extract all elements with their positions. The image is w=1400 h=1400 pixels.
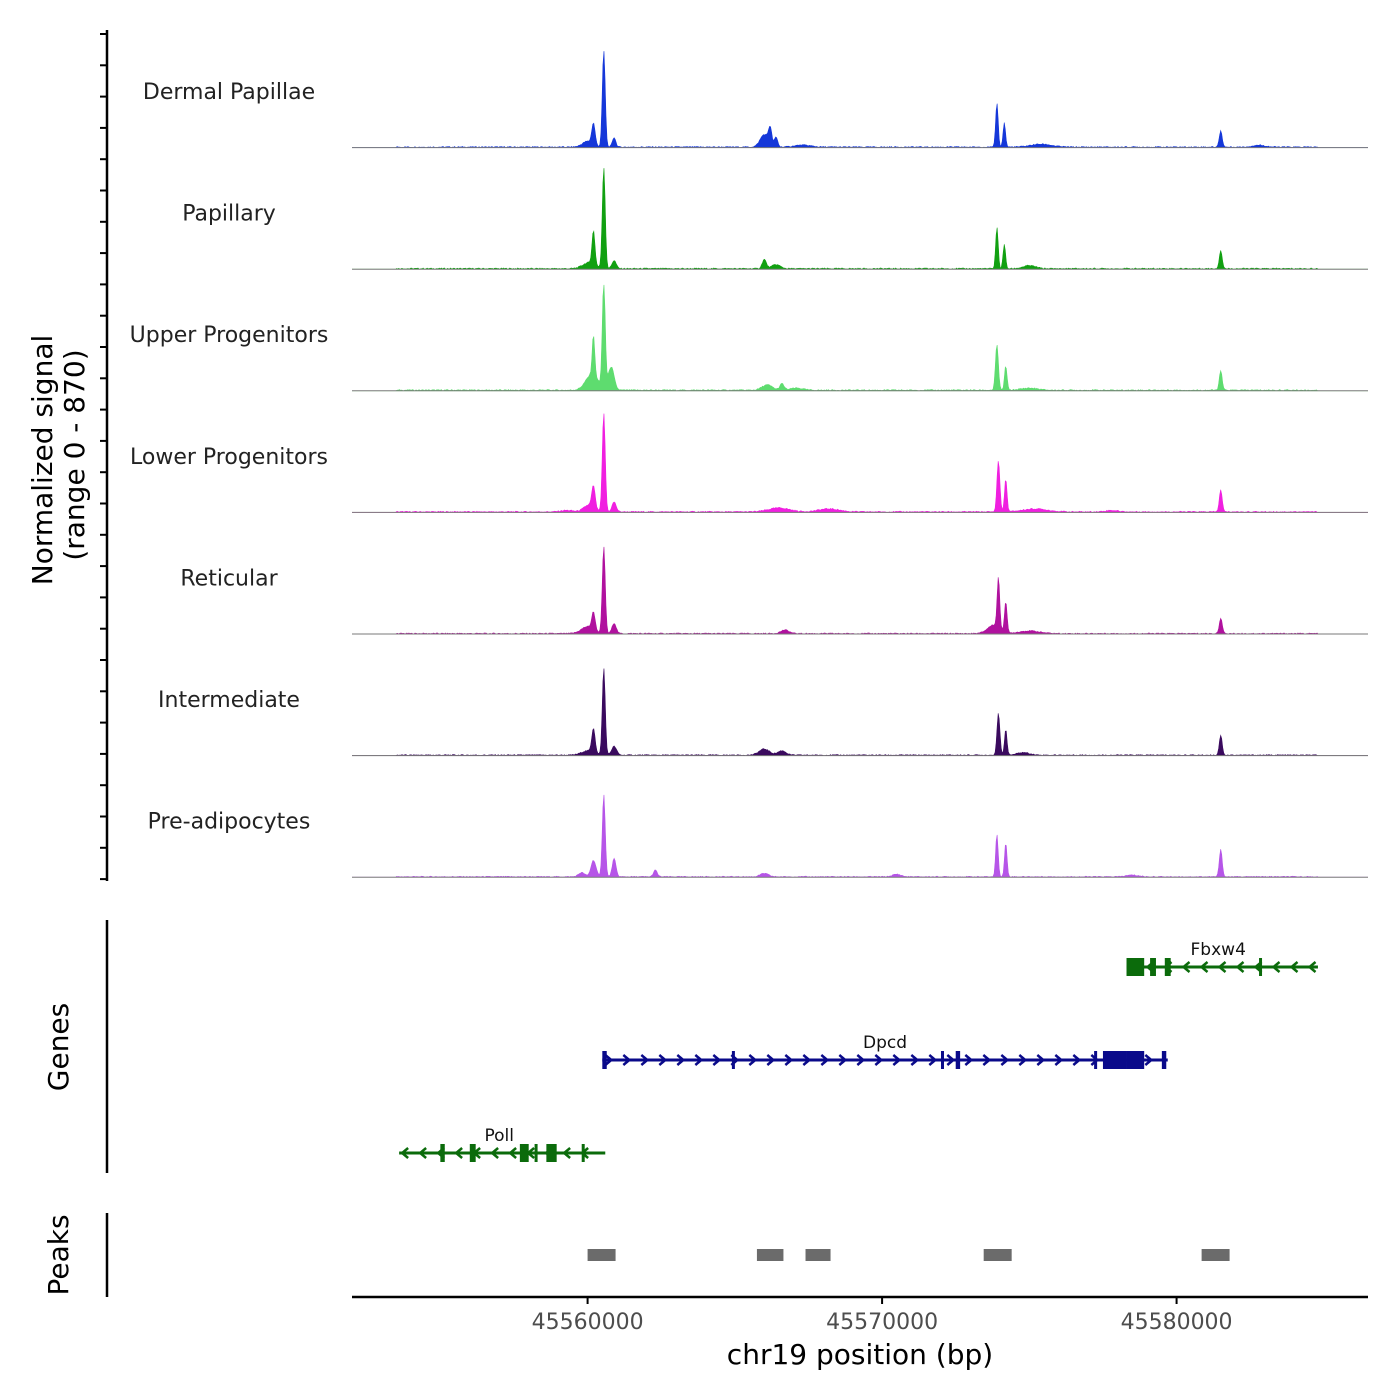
peak-region xyxy=(587,1249,616,1261)
strand-arrow xyxy=(1181,961,1191,973)
strand-arrow xyxy=(856,1054,866,1066)
strand-arrow xyxy=(640,1054,650,1066)
strand-arrow xyxy=(946,1054,956,1066)
gene-exon xyxy=(534,1144,538,1162)
strand-arrow xyxy=(964,1054,974,1066)
strand-arrow xyxy=(928,1054,938,1066)
gene-exon xyxy=(602,1051,607,1069)
gene-label: Poll xyxy=(484,1126,514,1146)
strand-arrow xyxy=(400,1147,409,1159)
strand-arrow xyxy=(766,1054,776,1066)
strand-arrow xyxy=(658,1054,668,1066)
strand-arrow xyxy=(1235,961,1245,973)
strand-arrow xyxy=(1199,961,1209,973)
x-tick-label: 45580000 xyxy=(1121,1310,1233,1335)
strand-arrow xyxy=(892,1054,902,1066)
gene-exon xyxy=(469,1144,476,1162)
strand-arrow xyxy=(1307,961,1317,973)
gene-exon xyxy=(940,1051,944,1069)
track-label: Lower Progenitors xyxy=(130,445,328,470)
strand-arrow xyxy=(622,1054,632,1066)
strand-arrow xyxy=(490,1147,499,1159)
peak-region xyxy=(983,1249,1012,1261)
peak-region xyxy=(1201,1249,1230,1261)
coverage-area xyxy=(352,668,1368,756)
coverage-area xyxy=(352,168,1368,270)
strand-arrow xyxy=(874,1054,884,1066)
genes-panel: Fbxw4 Dpcd Poll xyxy=(105,920,1318,1173)
peaks-y-label: Peaks xyxy=(42,1214,75,1295)
coverage-y-label-line1: Normalized signal xyxy=(26,335,59,586)
strand-arrow xyxy=(1000,1054,1010,1066)
strand-arrow xyxy=(910,1054,920,1066)
track-label: Intermediate xyxy=(158,688,300,713)
gene-exon xyxy=(731,1051,735,1069)
strand-arrow xyxy=(820,1054,830,1066)
genes-y-label: Genes xyxy=(42,1003,75,1091)
coverage-panel: Dermal Papillae Papillary Upper Progenitor… xyxy=(100,30,1368,881)
strand-arrow xyxy=(418,1147,427,1159)
track-label: Pre-adipocytes xyxy=(148,810,311,835)
coverage-y-label-line2: (range 0 - 870) xyxy=(58,349,91,560)
gene-label: Dpcd xyxy=(863,1033,907,1053)
peak-region xyxy=(756,1249,784,1261)
strand-arrow xyxy=(712,1054,722,1066)
strand-arrow xyxy=(982,1054,992,1066)
gene-exon xyxy=(955,1051,961,1069)
coverage-area xyxy=(352,546,1368,635)
strand-arrow xyxy=(1090,1054,1100,1066)
x-axis-label: chr19 position (bp) xyxy=(727,1338,993,1371)
strand-arrow xyxy=(748,1054,758,1066)
strand-arrow xyxy=(838,1054,848,1066)
strand-arrow xyxy=(508,1147,517,1159)
track-label: Papillary xyxy=(182,202,276,227)
peak-region xyxy=(805,1249,831,1261)
x-tick-label: 45560000 xyxy=(532,1310,644,1335)
strand-arrow xyxy=(1271,961,1281,973)
x-tick-label: 45570000 xyxy=(826,1310,938,1335)
strand-arrow xyxy=(1036,1054,1046,1066)
gene-exon xyxy=(581,1144,585,1162)
x-axis: 45560000 45570000 45580000 xyxy=(352,1295,1368,1335)
strand-arrow xyxy=(784,1054,794,1066)
strand-arrow xyxy=(562,1147,571,1159)
strand-arrow xyxy=(1054,1054,1064,1066)
coverage-area xyxy=(352,51,1368,148)
gene-exon xyxy=(519,1144,529,1162)
gene-label: Fbxw4 xyxy=(1191,940,1246,960)
track-label: Dermal Papillae xyxy=(143,80,315,105)
strand-arrow xyxy=(676,1054,686,1066)
track-label: Upper Progenitors xyxy=(130,323,329,348)
gene-exon xyxy=(1094,1051,1098,1069)
strand-arrow xyxy=(1217,961,1227,973)
coverage-area xyxy=(352,413,1368,513)
gene-exon xyxy=(546,1144,557,1162)
gene-exon xyxy=(1259,958,1263,976)
strand-arrow xyxy=(1018,1054,1028,1066)
gene-exon xyxy=(1164,958,1171,976)
strand-arrow xyxy=(604,1054,614,1066)
coverage-area xyxy=(352,284,1368,392)
gene-exon xyxy=(1150,958,1156,976)
strand-arrow xyxy=(802,1054,812,1066)
track-label: Reticular xyxy=(180,566,278,591)
gene-exon xyxy=(1126,1051,1145,1069)
peaks-panel xyxy=(105,1213,1230,1297)
strand-arrow xyxy=(1289,961,1299,973)
strand-arrow xyxy=(1144,1054,1154,1066)
strand-arrow xyxy=(694,1054,704,1066)
strand-arrow xyxy=(454,1147,463,1159)
gene-exon xyxy=(440,1144,445,1162)
coverage-area xyxy=(352,794,1368,878)
gene-exon xyxy=(1161,1051,1167,1069)
gene-exon xyxy=(1126,958,1145,976)
gene-exon xyxy=(1102,1051,1127,1069)
strand-arrow xyxy=(1072,1054,1082,1066)
